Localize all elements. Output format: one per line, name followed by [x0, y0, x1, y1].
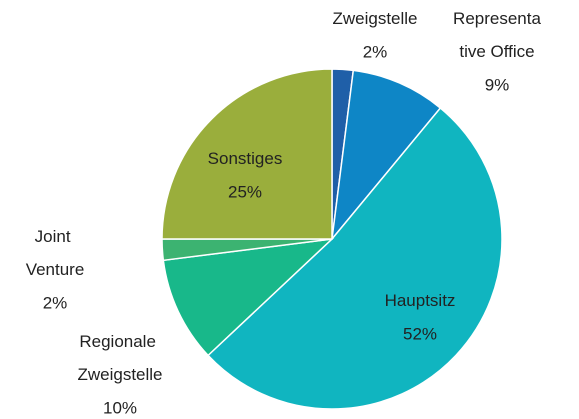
- value-label: 2%: [363, 42, 388, 61]
- pie-slice: [162, 237, 335, 357]
- value-label: 25%: [228, 182, 262, 201]
- label-line: Zweigstelle: [77, 365, 162, 384]
- label-line: Sonstiges: [208, 149, 283, 168]
- slice-label: Sonstiges: [208, 149, 283, 168]
- slice-label: Hauptsitz: [385, 291, 456, 310]
- slice-label: Joint Venture: [26, 227, 85, 279]
- label-line: Regionale: [79, 332, 160, 351]
- slice-label: Representa tive Office: [453, 9, 541, 61]
- value-label: 52%: [403, 324, 437, 343]
- value-label: 2%: [43, 293, 68, 312]
- label-line: Zweigstelle: [332, 9, 417, 28]
- label-line: Joint: [35, 227, 76, 246]
- label-line: Representa: [453, 9, 541, 28]
- value-label: 9%: [485, 75, 510, 94]
- label-line: Hauptsitz: [385, 291, 456, 310]
- label-line: Venture: [26, 260, 85, 279]
- pie-slice: [207, 106, 503, 410]
- slice-label: Zweigstelle: [332, 9, 417, 28]
- pie-slice: [161, 68, 333, 240]
- value-label: 10%: [103, 398, 137, 417]
- slice-label: Regionale Zweigstelle: [77, 332, 162, 384]
- pie-slice: [330, 69, 442, 242]
- label-line: tive Office: [459, 42, 534, 61]
